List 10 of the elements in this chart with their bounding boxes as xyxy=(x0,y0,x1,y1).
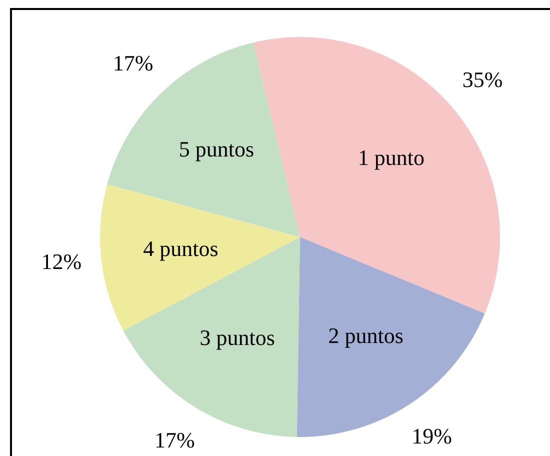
slice-label: 2 puntos xyxy=(328,323,404,348)
slice-label: 4 puntos xyxy=(143,236,218,261)
data-label: 12% xyxy=(41,249,82,274)
slice-label: 5 puntos xyxy=(178,136,254,162)
data-label: 35% xyxy=(462,66,503,92)
slice-label: 3 puntos xyxy=(200,325,275,350)
slice-label: 1 punto xyxy=(358,144,425,170)
data-label: 19% xyxy=(412,423,452,448)
data-label: 17% xyxy=(112,50,154,76)
data-label: 17% xyxy=(154,427,195,452)
